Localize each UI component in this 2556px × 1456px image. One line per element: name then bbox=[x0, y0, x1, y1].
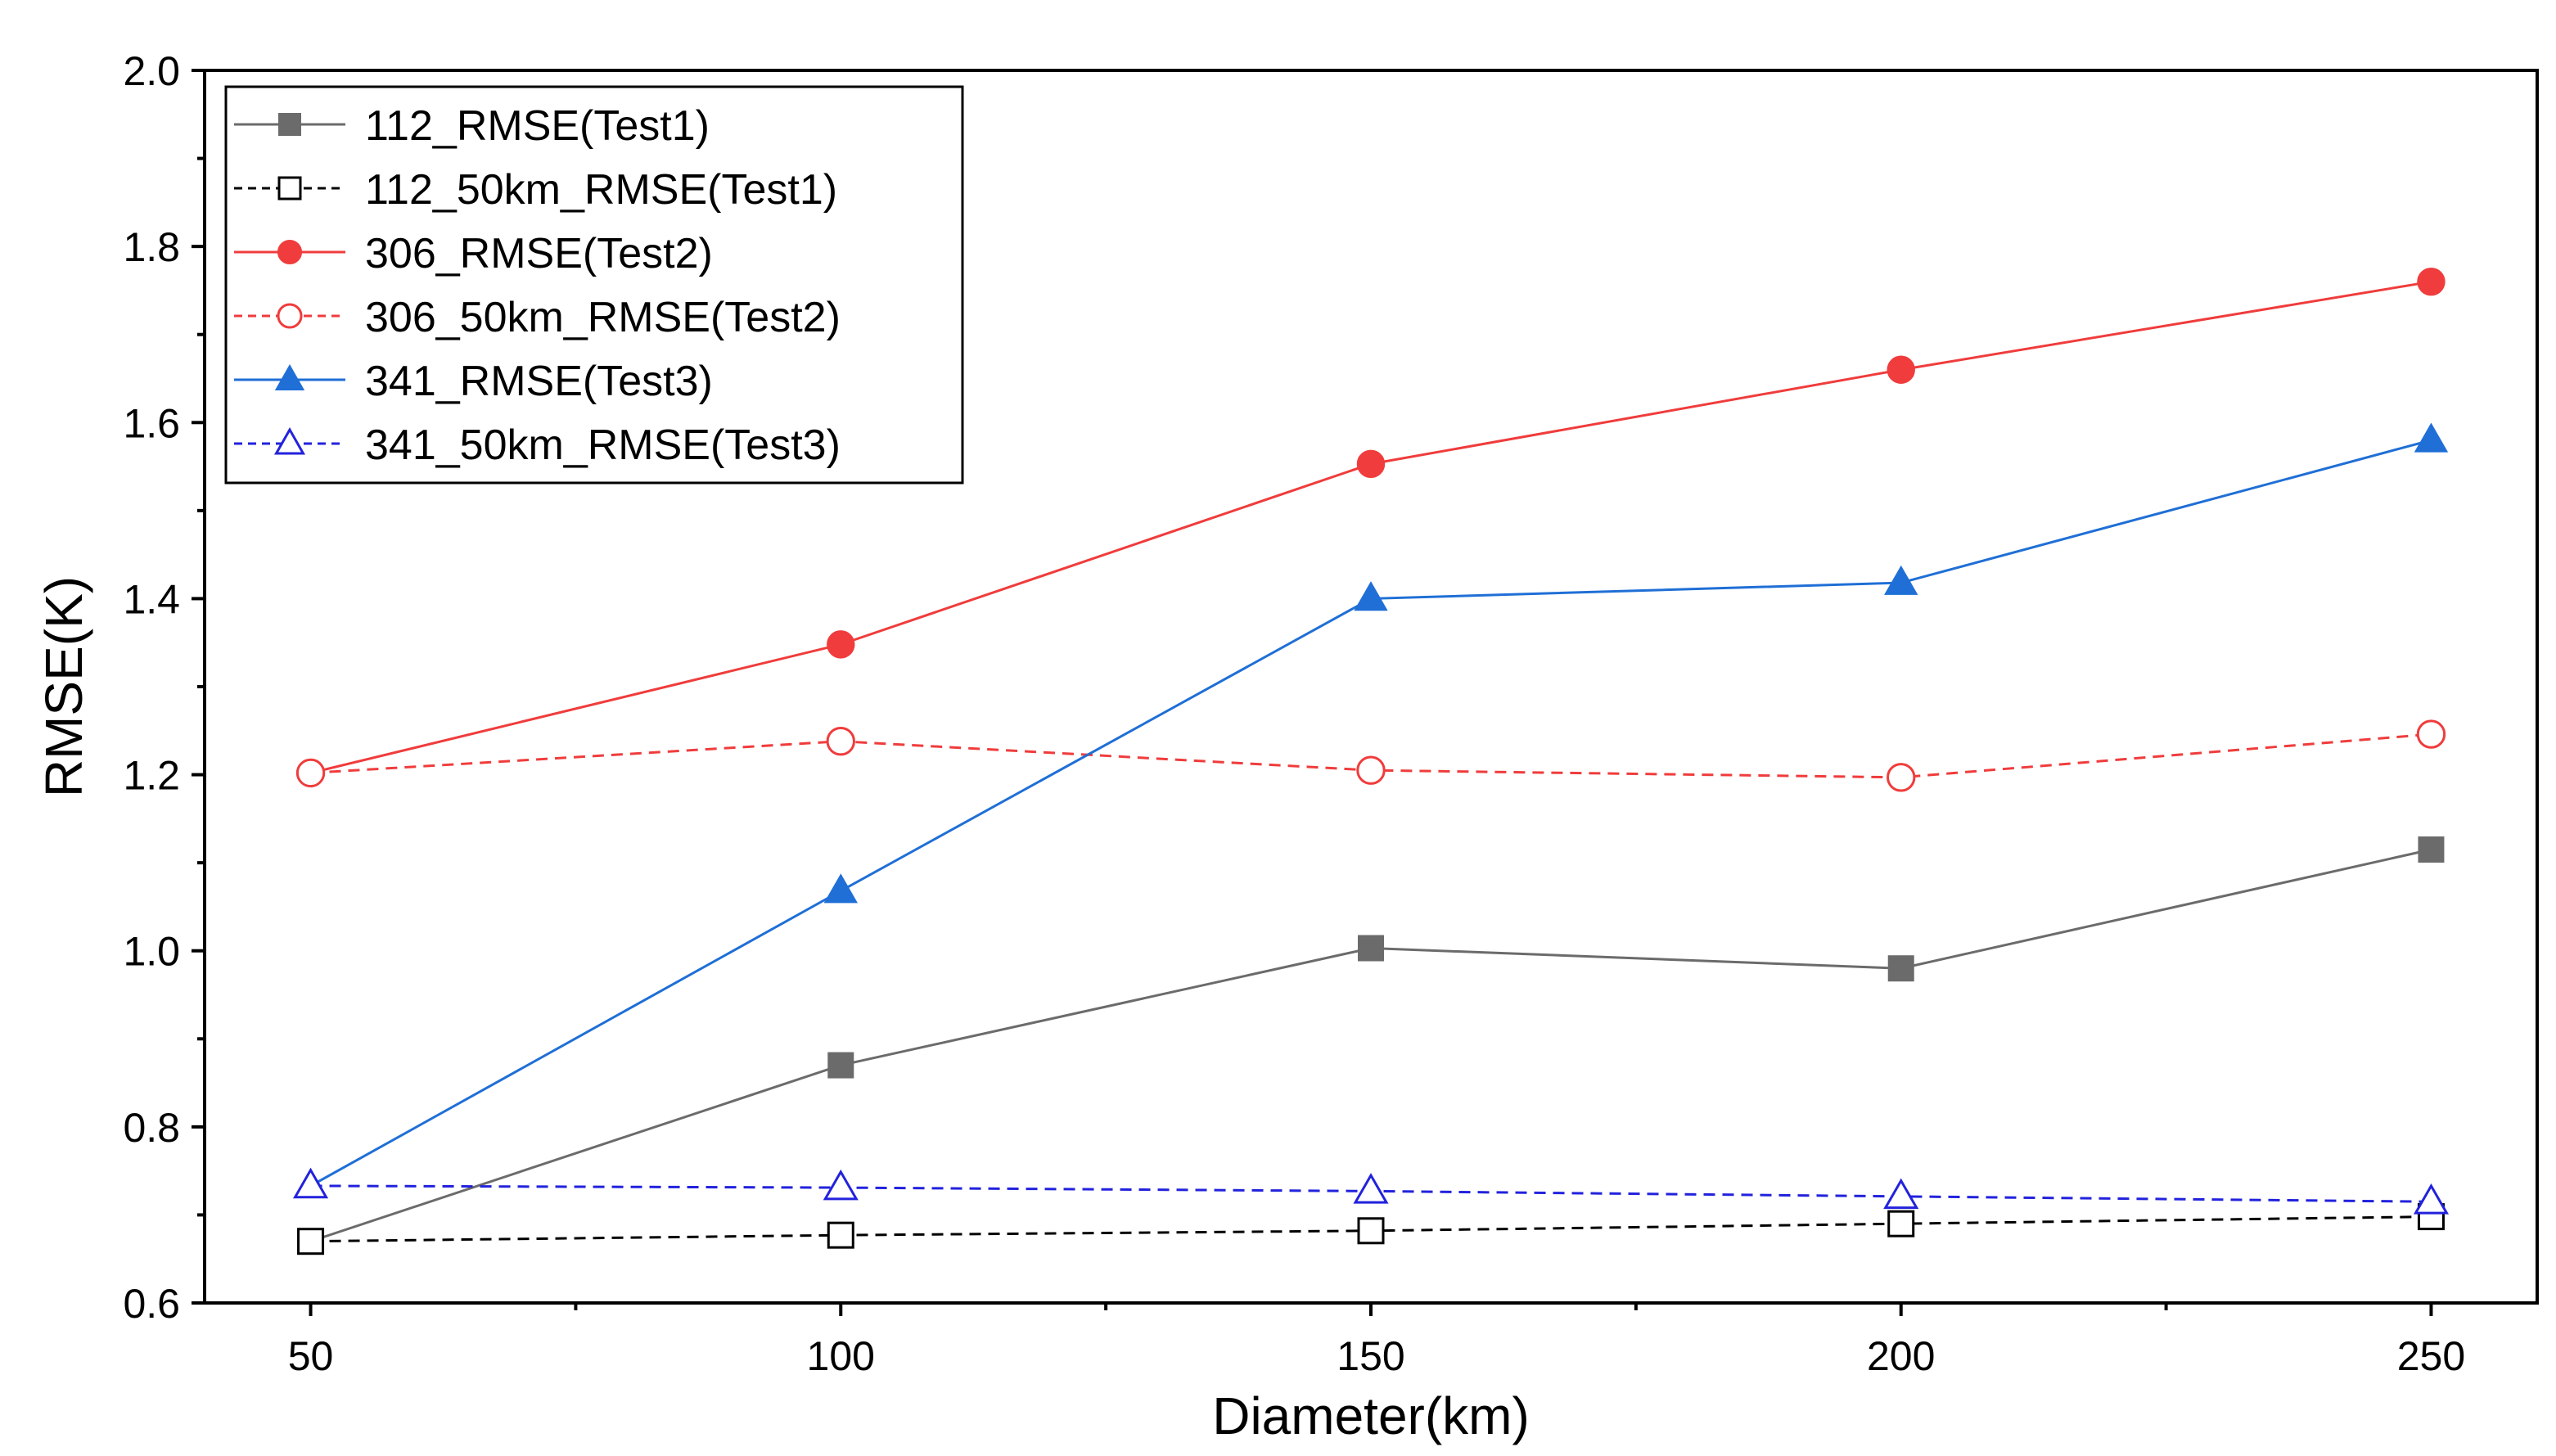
data-point bbox=[1887, 1210, 1915, 1237]
legend-box bbox=[224, 85, 964, 485]
legend-marker-4 bbox=[277, 303, 303, 329]
data-point bbox=[1356, 755, 1386, 785]
axis-ticks: 0.6 0.8 1.0 1.2 1.4 1.6 1.8 2.0 50 100 150 200 250 bbox=[123, 48, 2465, 1379]
y-tick-label: 1.2 bbox=[123, 753, 180, 799]
data-point bbox=[826, 726, 855, 756]
legend-label-6: 341_50km_RMSE(Test3) bbox=[365, 421, 841, 469]
legend-marker-5 bbox=[274, 364, 305, 390]
data-point bbox=[2418, 836, 2445, 863]
data-point bbox=[1887, 763, 1916, 792]
data-point bbox=[827, 630, 855, 659]
y-tick-label: 1.0 bbox=[123, 929, 180, 975]
series-line bbox=[309, 439, 2432, 1188]
series-5 bbox=[293, 422, 2449, 1198]
data-point bbox=[1353, 1173, 1389, 1204]
data-point bbox=[1884, 565, 1918, 595]
y-tick-label: 1.8 bbox=[123, 224, 180, 270]
data-point bbox=[827, 1221, 854, 1249]
legend-label-5: 341_RMSE(Test3) bbox=[365, 358, 713, 405]
data-point bbox=[1354, 581, 1388, 611]
legend-label-1: 112_RMSE(Test1) bbox=[365, 102, 710, 150]
data-point bbox=[295, 758, 326, 788]
data-point bbox=[1887, 355, 1915, 384]
legend: 112_RMSE(Test1) 112_50km_RMSE(Test1) 306_R… bbox=[224, 85, 964, 485]
data-point bbox=[1357, 1217, 1385, 1245]
data-point bbox=[2413, 1183, 2450, 1215]
legend-marker-3 bbox=[277, 239, 303, 265]
data-point bbox=[2416, 719, 2446, 749]
data-point bbox=[2417, 267, 2446, 296]
x-tick-label: 200 bbox=[1867, 1333, 1935, 1379]
y-axis-title: RMSE(K) bbox=[34, 576, 93, 797]
legend-label-2: 112_50km_RMSE(Test1) bbox=[365, 166, 837, 214]
x-tick-label: 100 bbox=[807, 1333, 875, 1379]
x-axis-title: Diameter(km) bbox=[1212, 1386, 1530, 1445]
data-point bbox=[1356, 449, 1386, 479]
data-point bbox=[823, 1169, 859, 1201]
y-tick-label: 2.0 bbox=[123, 48, 180, 94]
legend-marker-1 bbox=[278, 113, 301, 136]
data-point bbox=[292, 1167, 329, 1199]
data-point bbox=[1358, 935, 1384, 962]
data-point bbox=[1887, 955, 1914, 982]
y-tick-label: 0.8 bbox=[123, 1105, 180, 1151]
legend-marker-2 bbox=[277, 176, 302, 201]
y-tick-label: 0.6 bbox=[123, 1281, 180, 1327]
x-tick-label: 50 bbox=[288, 1333, 334, 1379]
legend-marker-6 bbox=[273, 427, 306, 455]
series-layer bbox=[292, 267, 2450, 1255]
data-point bbox=[2417, 1203, 2445, 1231]
data-point bbox=[827, 1052, 854, 1079]
data-point bbox=[2414, 422, 2449, 453]
x-tick-label: 150 bbox=[1337, 1333, 1404, 1379]
data-point bbox=[823, 873, 858, 904]
y-tick-label: 1.4 bbox=[123, 576, 180, 622]
series-4 bbox=[295, 719, 2446, 792]
series-6 bbox=[292, 1167, 2450, 1215]
x-tick-label: 250 bbox=[2397, 1333, 2465, 1379]
data-point bbox=[1883, 1178, 1919, 1210]
series-2 bbox=[297, 1203, 2445, 1255]
data-point bbox=[297, 1228, 325, 1255]
legend-label-4: 306_50km_RMSE(Test2) bbox=[365, 294, 841, 341]
y-tick-label: 1.6 bbox=[123, 400, 180, 446]
legend-label-3: 306_RMSE(Test2) bbox=[365, 230, 713, 277]
